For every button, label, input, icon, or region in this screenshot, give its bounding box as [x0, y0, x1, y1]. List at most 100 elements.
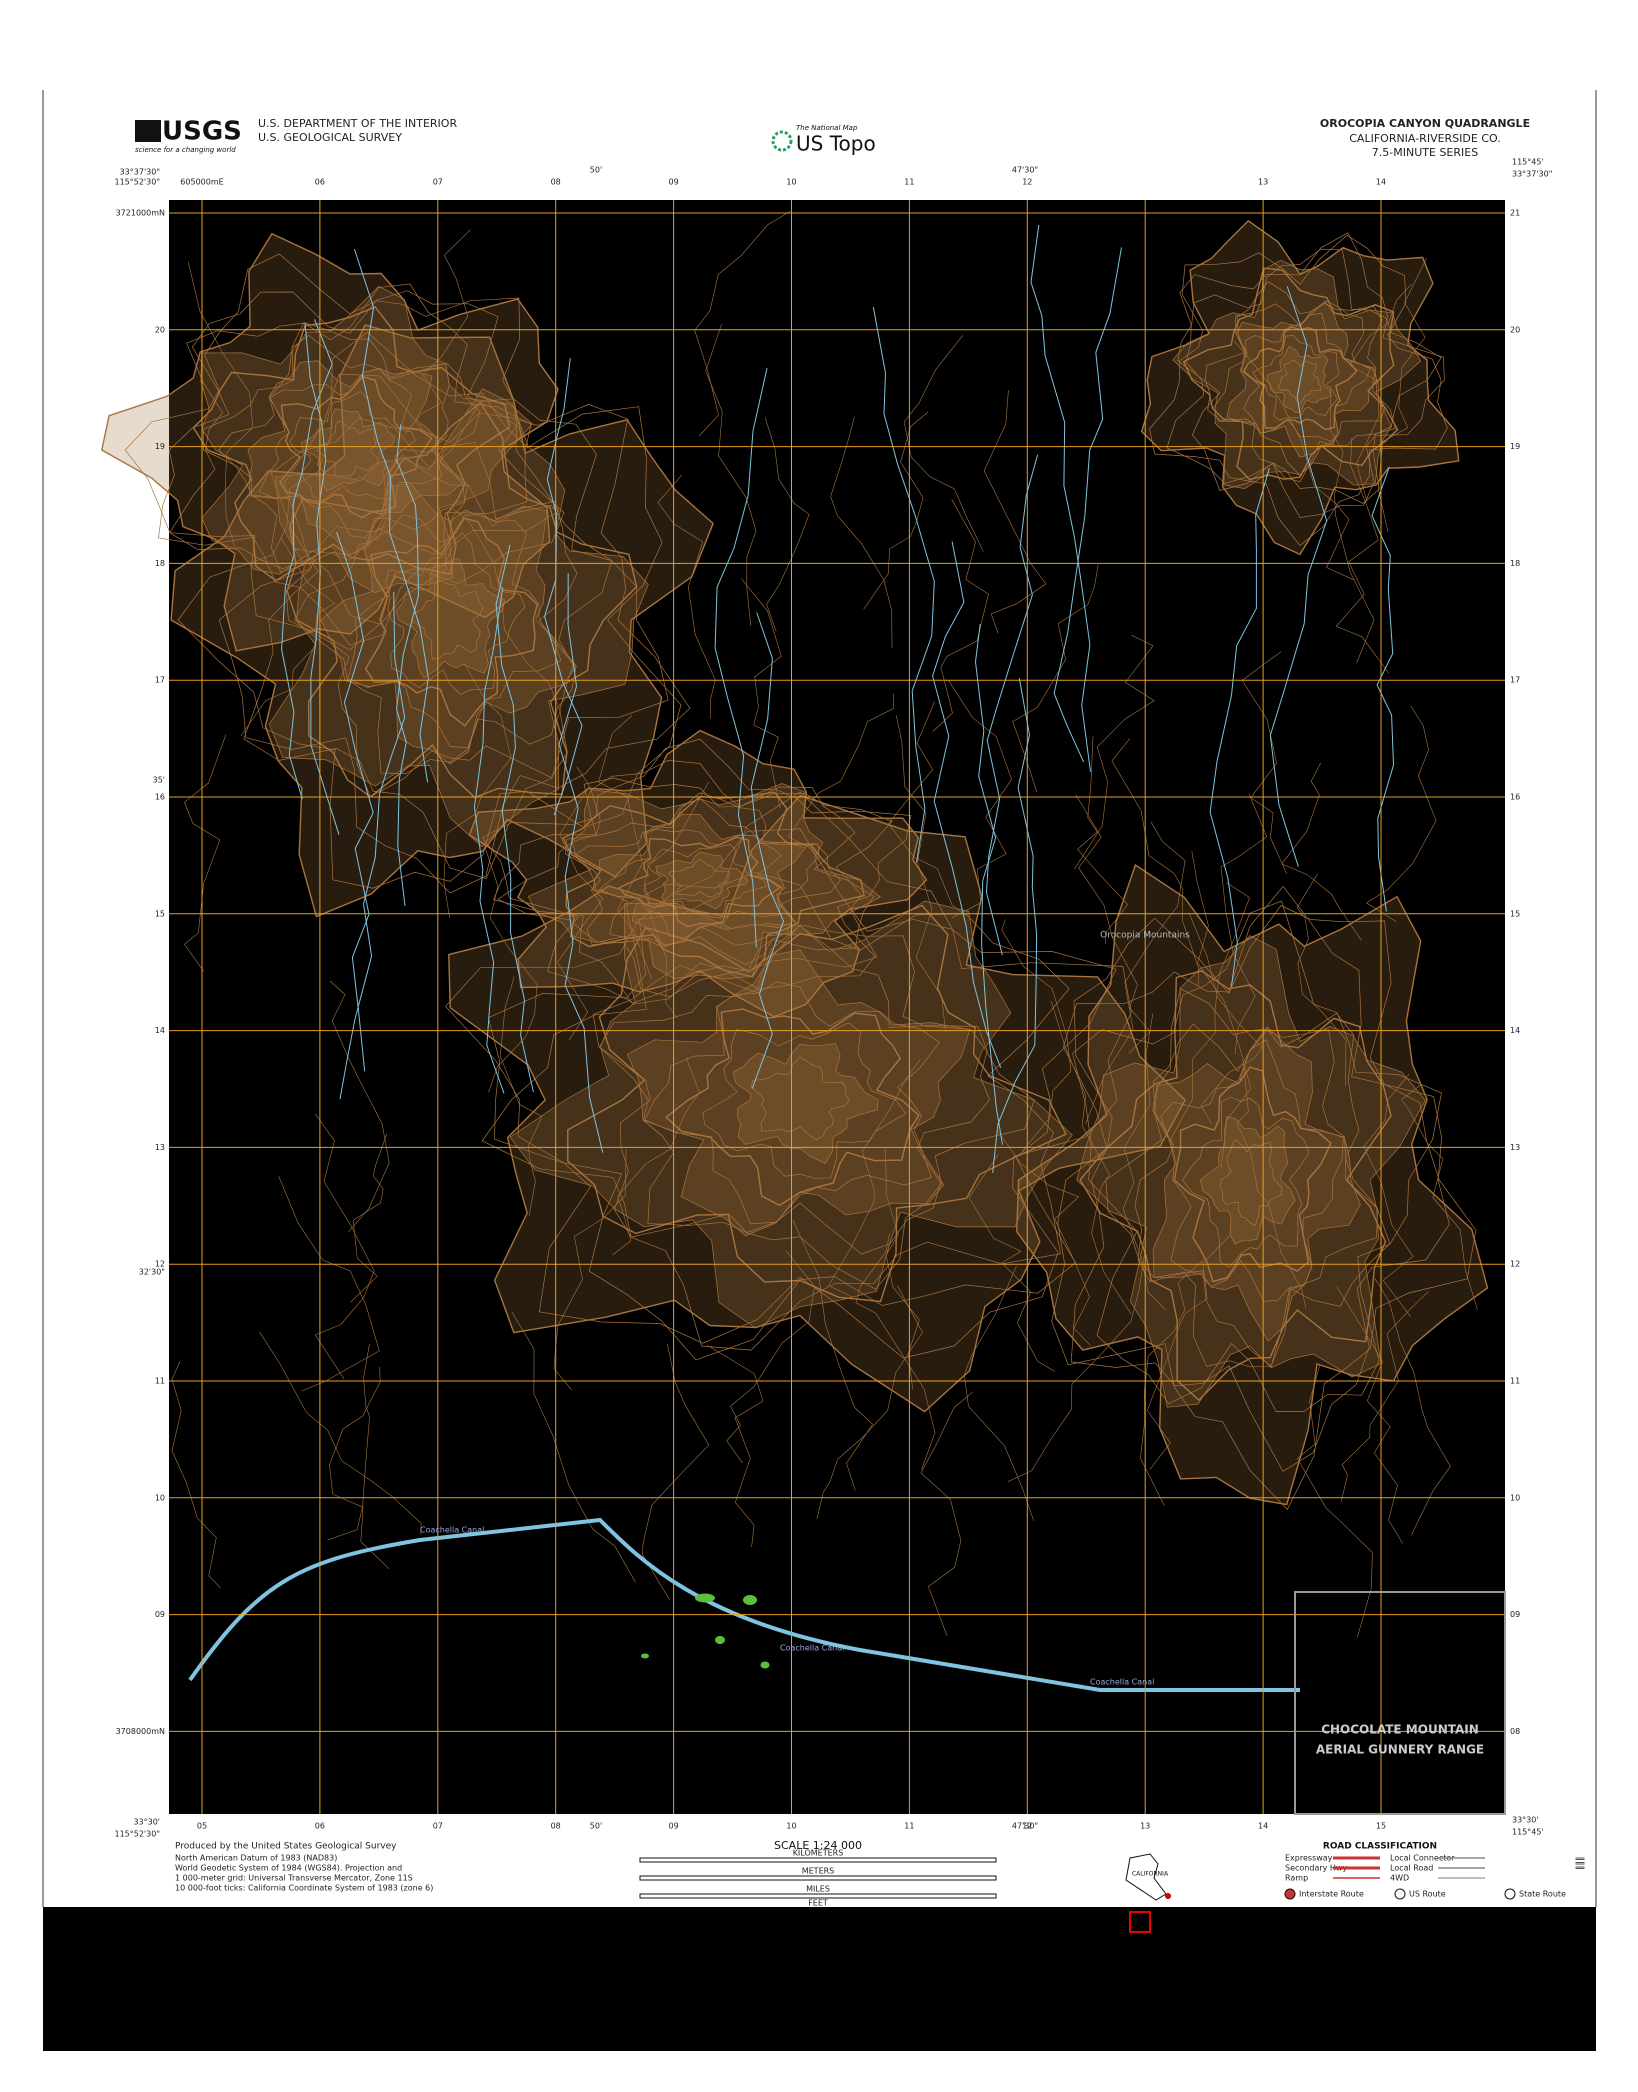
contour	[1146, 1235, 1230, 1470]
grid-label: 07	[433, 178, 443, 187]
contour	[702, 1022, 907, 1179]
contour	[665, 1008, 920, 1207]
contour	[493, 760, 893, 1005]
grid-label: 11	[904, 178, 914, 187]
contour	[1072, 900, 1442, 1412]
grid-label: 06	[315, 1822, 325, 1831]
contour	[1297, 1365, 1373, 1638]
route-shield	[1394, 1888, 1406, 1900]
contour	[1252, 335, 1340, 421]
grid-label: 605000mE	[180, 178, 223, 187]
legend-label: 4WD	[1390, 1874, 1409, 1883]
contour	[188, 261, 254, 547]
contour	[293, 454, 578, 774]
credit: North American Datum of 1983 (NAD83)	[175, 1854, 337, 1863]
grid-label: 13	[1258, 178, 1268, 187]
contour	[451, 507, 561, 729]
contour	[1111, 738, 1200, 987]
contour	[706, 1344, 764, 1548]
contour	[694, 211, 791, 437]
contour	[1281, 762, 1362, 941]
contour	[1212, 300, 1386, 476]
contour	[667, 859, 731, 898]
contour	[259, 1331, 422, 1535]
contour	[1330, 386, 1375, 664]
grid-label: 10	[155, 1493, 165, 1502]
contour	[278, 375, 433, 519]
location-dot	[1165, 1893, 1171, 1899]
contour	[243, 398, 669, 880]
grid-label: 19	[155, 442, 165, 451]
contour	[997, 1130, 1091, 1346]
contour	[1177, 248, 1442, 504]
grid-label: 08	[1510, 1727, 1520, 1736]
contour	[320, 483, 577, 765]
barcode: ‖‖‖	[1576, 1857, 1586, 1871]
contour	[1191, 851, 1252, 1168]
contour	[557, 766, 604, 1041]
national-map: The National Map	[796, 124, 858, 132]
contour	[1085, 821, 1186, 1125]
grid-label: 14	[1258, 1822, 1268, 1831]
drainage	[974, 623, 1003, 1145]
corner-coord: 33°37'30"	[1512, 170, 1552, 179]
scale-unit: KILOMETERS	[793, 1849, 844, 1858]
grid-label: 17	[1510, 676, 1520, 685]
contour	[618, 836, 782, 928]
contour	[1149, 234, 1448, 546]
drainage	[750, 612, 785, 1089]
contour	[1233, 340, 1354, 581]
grid-label: 11	[904, 1822, 914, 1831]
credit: 1 000-meter grid: Universal Transverse M…	[175, 1874, 413, 1883]
contour	[816, 1285, 923, 1520]
grid-label: 14	[155, 1026, 165, 1035]
place-label: AERIAL GUNNERY RANGE	[1316, 1743, 1484, 1757]
series: 7.5-MINUTE SERIES	[1372, 146, 1478, 159]
drainage	[281, 319, 333, 800]
grid-label: 20	[155, 325, 165, 334]
contour	[1160, 1039, 1344, 1302]
contour	[483, 841, 538, 1093]
contour	[360, 1344, 390, 1570]
contour	[1012, 564, 1099, 793]
red-marker[interactable]	[1129, 1911, 1151, 1933]
contour	[726, 1250, 815, 1464]
drainage	[395, 424, 420, 907]
contour	[612, 1057, 700, 1256]
contour	[286, 401, 638, 799]
contour	[184, 734, 227, 972]
drainage	[495, 544, 534, 1093]
contour	[920, 1391, 973, 1636]
grid-label: 08	[551, 178, 561, 187]
range-boundary	[1294, 1591, 1506, 1815]
credit: World Geodetic System of 1984 (WGS84). P…	[175, 1864, 402, 1873]
drainage	[872, 306, 935, 863]
legend-label: Local Road	[1390, 1864, 1433, 1873]
bottom-band	[43, 1907, 1596, 2051]
route-shield	[1504, 1888, 1516, 1900]
contour	[1182, 1096, 1310, 1268]
contour	[1377, 258, 1427, 532]
contour	[592, 813, 806, 947]
contour	[947, 679, 1012, 919]
contour	[896, 715, 946, 1033]
logo-tagline: science for a changing world	[135, 146, 236, 154]
contour	[655, 851, 749, 910]
grid-label: 09	[669, 1822, 679, 1831]
contour	[592, 924, 1035, 1290]
contour	[1015, 863, 1489, 1506]
graticule-label: 47'30"	[1012, 1822, 1038, 1831]
place-label: Orocopia Mountains	[1100, 931, 1190, 941]
contour	[1140, 1260, 1204, 1506]
contour	[218, 335, 469, 561]
contour	[830, 416, 893, 648]
contour	[1374, 1278, 1451, 1536]
place-label: CHOCOLATE MOUNTAIN	[1321, 1723, 1479, 1737]
graticule-label: 35'	[153, 776, 165, 785]
scale-title: SCALE 1:24 000	[774, 1839, 862, 1852]
contour	[1335, 437, 1390, 674]
contour	[278, 1175, 380, 1392]
county: CALIFORNIA-RIVERSIDE CO.	[1349, 132, 1500, 145]
contour	[1134, 1023, 1378, 1367]
contour	[1077, 736, 1128, 945]
